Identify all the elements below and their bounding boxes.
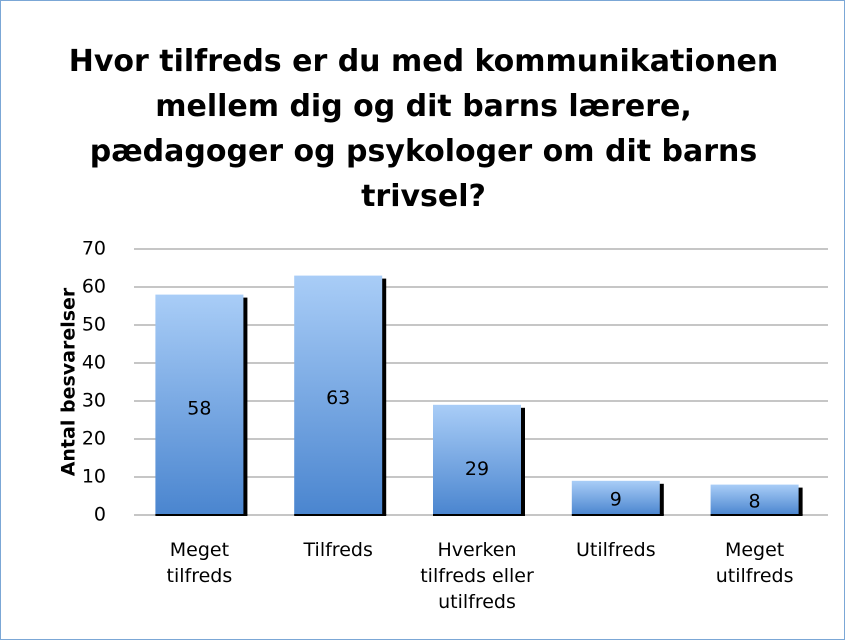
y-tick-label: 60 [82, 276, 106, 298]
value-label: 29 [465, 458, 489, 480]
x-tick-label: Tilfreds [303, 539, 373, 561]
value-label: 8 [749, 490, 761, 512]
y-tick-label: 10 [82, 466, 106, 488]
x-tick-label: Meget tilfreds [166, 539, 233, 587]
bar-shadow [796, 487, 803, 515]
y-axis-label: Antal besvarelser [58, 287, 80, 476]
bar-shadow [241, 297, 248, 515]
bar [433, 404, 521, 515]
x-tick-label: Meget utilfreds [715, 539, 794, 587]
value-label: 58 [187, 397, 211, 419]
y-tick-label: 40 [82, 352, 106, 374]
bar-shadow [519, 407, 525, 515]
bar [155, 294, 244, 515]
x-tick-label: Utilfreds [575, 539, 656, 561]
y-tick-label: 20 [82, 428, 106, 450]
bar [571, 480, 660, 515]
y-tick-label: 70 [82, 238, 106, 260]
value-label: 9 [610, 488, 622, 510]
y-tick-label: 0 [94, 504, 106, 526]
bar-shadow [380, 278, 387, 515]
chart-title: Hvor tilfreds er du med kommunikationen … [68, 44, 779, 214]
bar-shadow [657, 483, 664, 515]
bar [710, 484, 799, 515]
x-tick-label: Hverken tilfreds eller utilfreds [420, 539, 534, 613]
y-tick-label: 50 [82, 314, 106, 336]
y-tick-label: 30 [82, 390, 106, 412]
value-label: 63 [326, 387, 350, 409]
bar [294, 275, 383, 515]
